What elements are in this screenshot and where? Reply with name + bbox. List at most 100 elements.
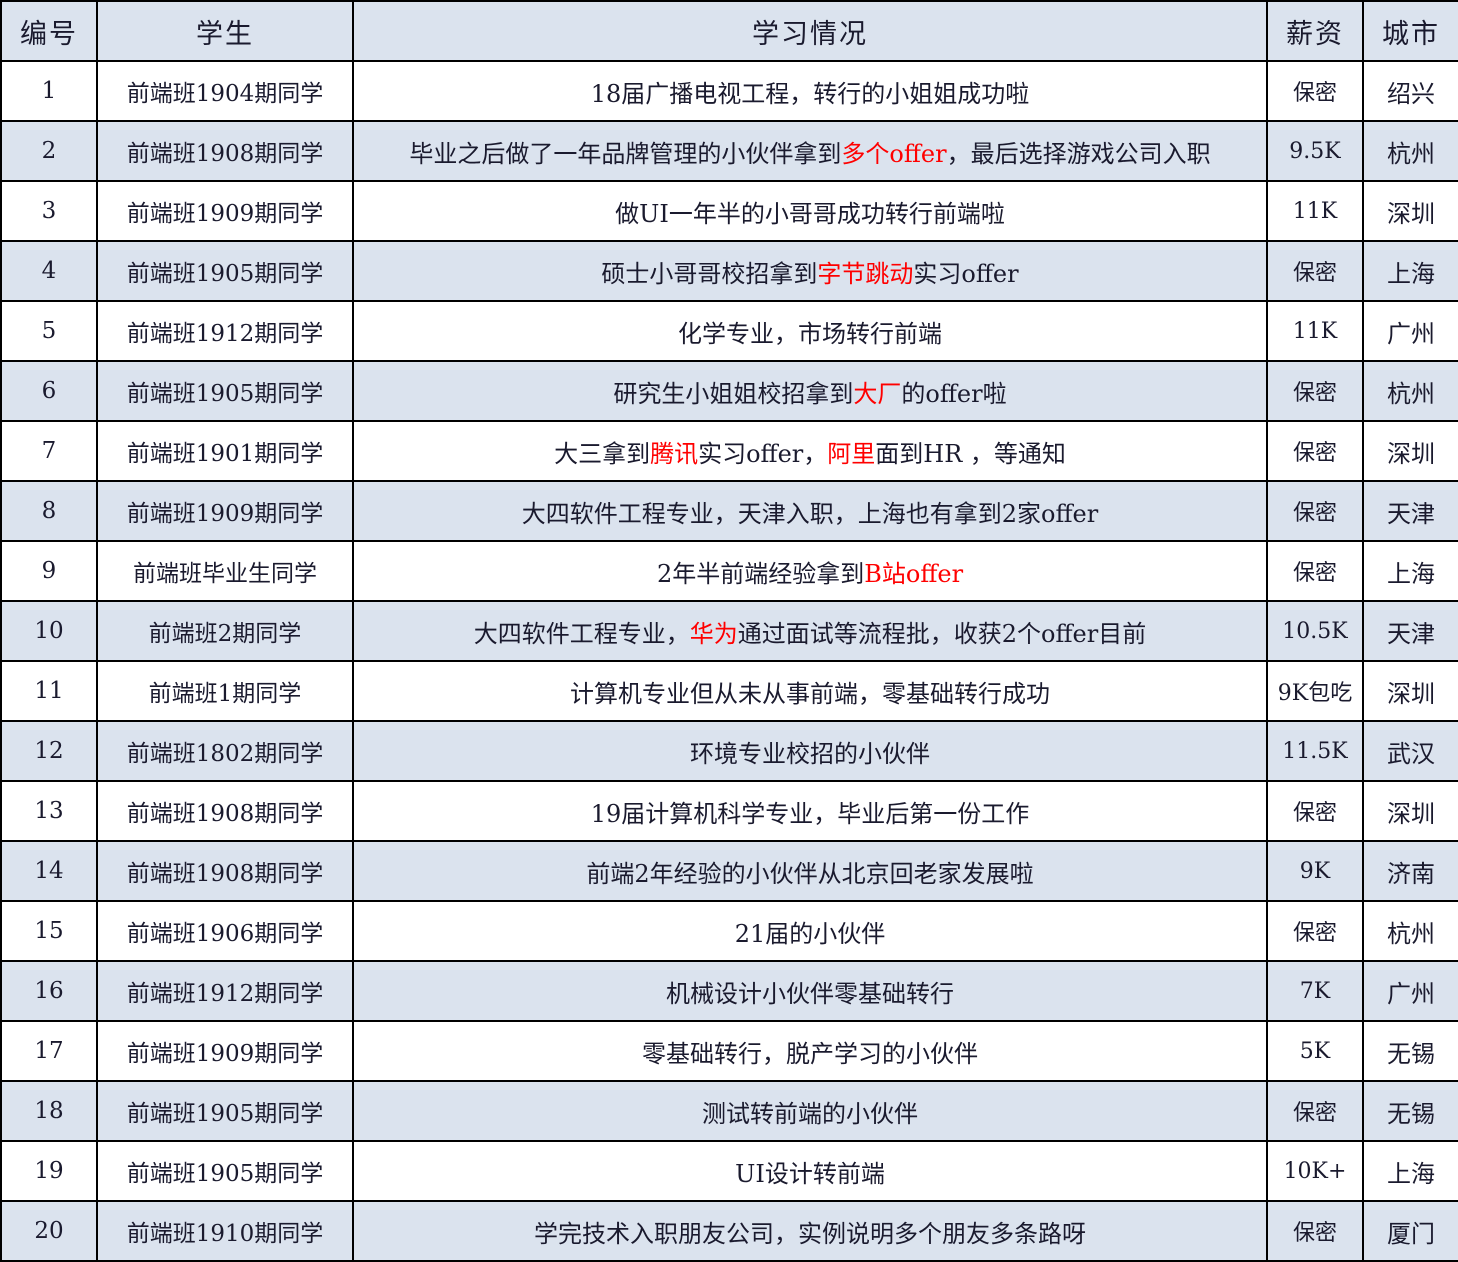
cell-student: 前端班1905期同学	[96, 1080, 354, 1142]
cell-description: 前端2年经验的小伙伴从北京回老家发展啦	[352, 840, 1268, 902]
cell-id: 14	[0, 840, 98, 902]
highlighted-text: 字节跳动	[817, 259, 914, 288]
column-header-city: 城市	[1362, 0, 1458, 62]
cell-description: 环境专业校招的小伙伴	[352, 720, 1268, 782]
highlighted-text: 腾讯	[650, 439, 699, 468]
cell-id: 11	[0, 660, 98, 722]
cell-city: 深圳	[1362, 780, 1458, 842]
cell-description: 机械设计小伙伴零基础转行	[352, 960, 1268, 1022]
cell-description: 大三拿到腾讯实习offer，阿里面到HR ，等通知	[352, 420, 1268, 482]
cell-description: 毕业之后做了一年品牌管理的小伙伴拿到多个offer，最后选择游戏公司入职	[352, 120, 1268, 182]
cell-student: 前端班1909期同学	[96, 480, 354, 542]
highlighted-text: 大厂	[853, 379, 902, 408]
cell-salary: 9.5K	[1266, 120, 1364, 182]
cell-city: 上海	[1362, 1140, 1458, 1202]
cell-salary: 保密	[1266, 480, 1364, 542]
plain-text: 测试转前端的小伙伴	[702, 1099, 918, 1128]
cell-description: 2年半前端经验拿到B站offer	[352, 540, 1268, 602]
cell-description: 学完技术入职朋友公司，实例说明多个朋友多条路呀	[352, 1200, 1268, 1262]
cell-city: 广州	[1362, 300, 1458, 362]
plain-text: 硕士小哥哥校招拿到	[601, 259, 818, 288]
cell-id: 18	[0, 1080, 98, 1142]
column-header-salary: 薪资	[1266, 0, 1364, 62]
plain-text: 实习offer	[913, 259, 1019, 288]
highlighted-text: B站offer	[864, 559, 964, 588]
cell-id: 10	[0, 600, 98, 662]
cell-id: 6	[0, 360, 98, 422]
cell-description: 研究生小姐姐校招拿到大厂的offer啦	[352, 360, 1268, 422]
cell-id: 2	[0, 120, 98, 182]
table-row: 20 前端班1910期同学 学完技术入职朋友公司，实例说明多个朋友多条路呀 保密 厦门	[0, 1200, 1458, 1262]
highlighted-text: 多个offer	[841, 139, 947, 168]
cell-salary: 保密	[1266, 1080, 1364, 1142]
cell-city: 绍兴	[1362, 60, 1458, 122]
cell-student: 前端班1期同学	[96, 660, 354, 722]
cell-city: 济南	[1362, 840, 1458, 902]
cell-city: 杭州	[1362, 360, 1458, 422]
plain-text: 前端2年经验的小伙伴从北京回老家发展啦	[586, 859, 1034, 888]
cell-student: 前端班1909期同学	[96, 180, 354, 242]
cell-city: 天津	[1362, 480, 1458, 542]
plain-text: 环境专业校招的小伙伴	[690, 739, 930, 768]
plain-text: 面到HR ，等通知	[875, 439, 1066, 468]
table-row: 9 前端班毕业生同学 2年半前端经验拿到B站offer 保密 上海	[0, 540, 1458, 602]
table-row: 6 前端班1905期同学 研究生小姐姐校招拿到大厂的offer啦 保密 杭州	[0, 360, 1458, 422]
cell-city: 深圳	[1362, 420, 1458, 482]
plain-text: 21届的小伙伴	[734, 919, 886, 948]
cell-student: 前端班1908期同学	[96, 120, 354, 182]
cell-city: 无锡	[1362, 1080, 1458, 1142]
cell-city: 无锡	[1362, 1020, 1458, 1082]
cell-description: 做UI一年半的小哥哥成功转行前端啦	[352, 180, 1268, 242]
cell-salary: 7K	[1266, 960, 1364, 1022]
column-header-desc: 学习情况	[352, 0, 1268, 62]
cell-salary: 保密	[1266, 240, 1364, 302]
table-row: 7 前端班1901期同学 大三拿到腾讯实习offer，阿里面到HR ，等通知 保密 深圳	[0, 420, 1458, 482]
highlighted-text: 华为	[689, 619, 738, 648]
cell-description: 测试转前端的小伙伴	[352, 1080, 1268, 1142]
table-row: 19 前端班1905期同学 UI设计转前端 10K+ 上海	[0, 1140, 1458, 1202]
column-header-id: 编号	[0, 0, 98, 62]
column-header-student: 学生	[96, 0, 354, 62]
plain-text: 化学专业，市场转行前端	[678, 319, 942, 348]
cell-student: 前端班1905期同学	[96, 240, 354, 302]
table-row: 14 前端班1908期同学 前端2年经验的小伙伴从北京回老家发展啦 9K 济南	[0, 840, 1458, 902]
cell-student: 前端班1909期同学	[96, 1020, 354, 1082]
table-row: 1 前端班1904期同学 18届广播电视工程，转行的小姐姐成功啦 保密 绍兴	[0, 60, 1458, 122]
plain-text: 机械设计小伙伴零基础转行	[666, 979, 954, 1008]
cell-salary: 保密	[1266, 540, 1364, 602]
cell-description: 19届计算机科学专业，毕业后第一份工作	[352, 780, 1268, 842]
cell-id: 20	[0, 1200, 98, 1262]
cell-id: 9	[0, 540, 98, 602]
cell-salary: 9K包吃	[1266, 660, 1364, 722]
cell-id: 5	[0, 300, 98, 362]
cell-salary: 11.5K	[1266, 720, 1364, 782]
cell-salary: 11K	[1266, 300, 1364, 362]
plain-text: 的offer啦	[901, 379, 1007, 408]
plain-text: 计算机专业但从未从事前端，零基础转行成功	[570, 679, 1050, 708]
cell-id: 4	[0, 240, 98, 302]
cell-description: 计算机专业但从未从事前端，零基础转行成功	[352, 660, 1268, 722]
cell-id: 16	[0, 960, 98, 1022]
cell-id: 17	[0, 1020, 98, 1082]
plain-text: 实习offer，	[698, 439, 828, 468]
cell-student: 前端班1901期同学	[96, 420, 354, 482]
cell-salary: 保密	[1266, 780, 1364, 842]
cell-salary: 5K	[1266, 1020, 1364, 1082]
cell-student: 前端班1802期同学	[96, 720, 354, 782]
cell-id: 13	[0, 780, 98, 842]
table-header: 编号 学生 学习情况 薪资 城市	[0, 0, 1458, 62]
cell-salary: 10.5K	[1266, 600, 1364, 662]
table-row: 18 前端班1905期同学 测试转前端的小伙伴 保密 无锡	[0, 1080, 1458, 1142]
cell-description: 硕士小哥哥校招拿到字节跳动实习offer	[352, 240, 1268, 302]
cell-student: 前端班1904期同学	[96, 60, 354, 122]
cell-description: 化学专业，市场转行前端	[352, 300, 1268, 362]
cell-student: 前端班1906期同学	[96, 900, 354, 962]
plain-text: 通过面试等流程批，收获2个offer目前	[737, 619, 1147, 648]
plain-text: UI设计转前端	[735, 1159, 885, 1188]
plain-text: ，最后选择游戏公司入职	[946, 139, 1211, 168]
plain-text: 大三拿到	[554, 439, 651, 468]
cell-city: 上海	[1362, 240, 1458, 302]
cell-student: 前端班1910期同学	[96, 1200, 354, 1262]
